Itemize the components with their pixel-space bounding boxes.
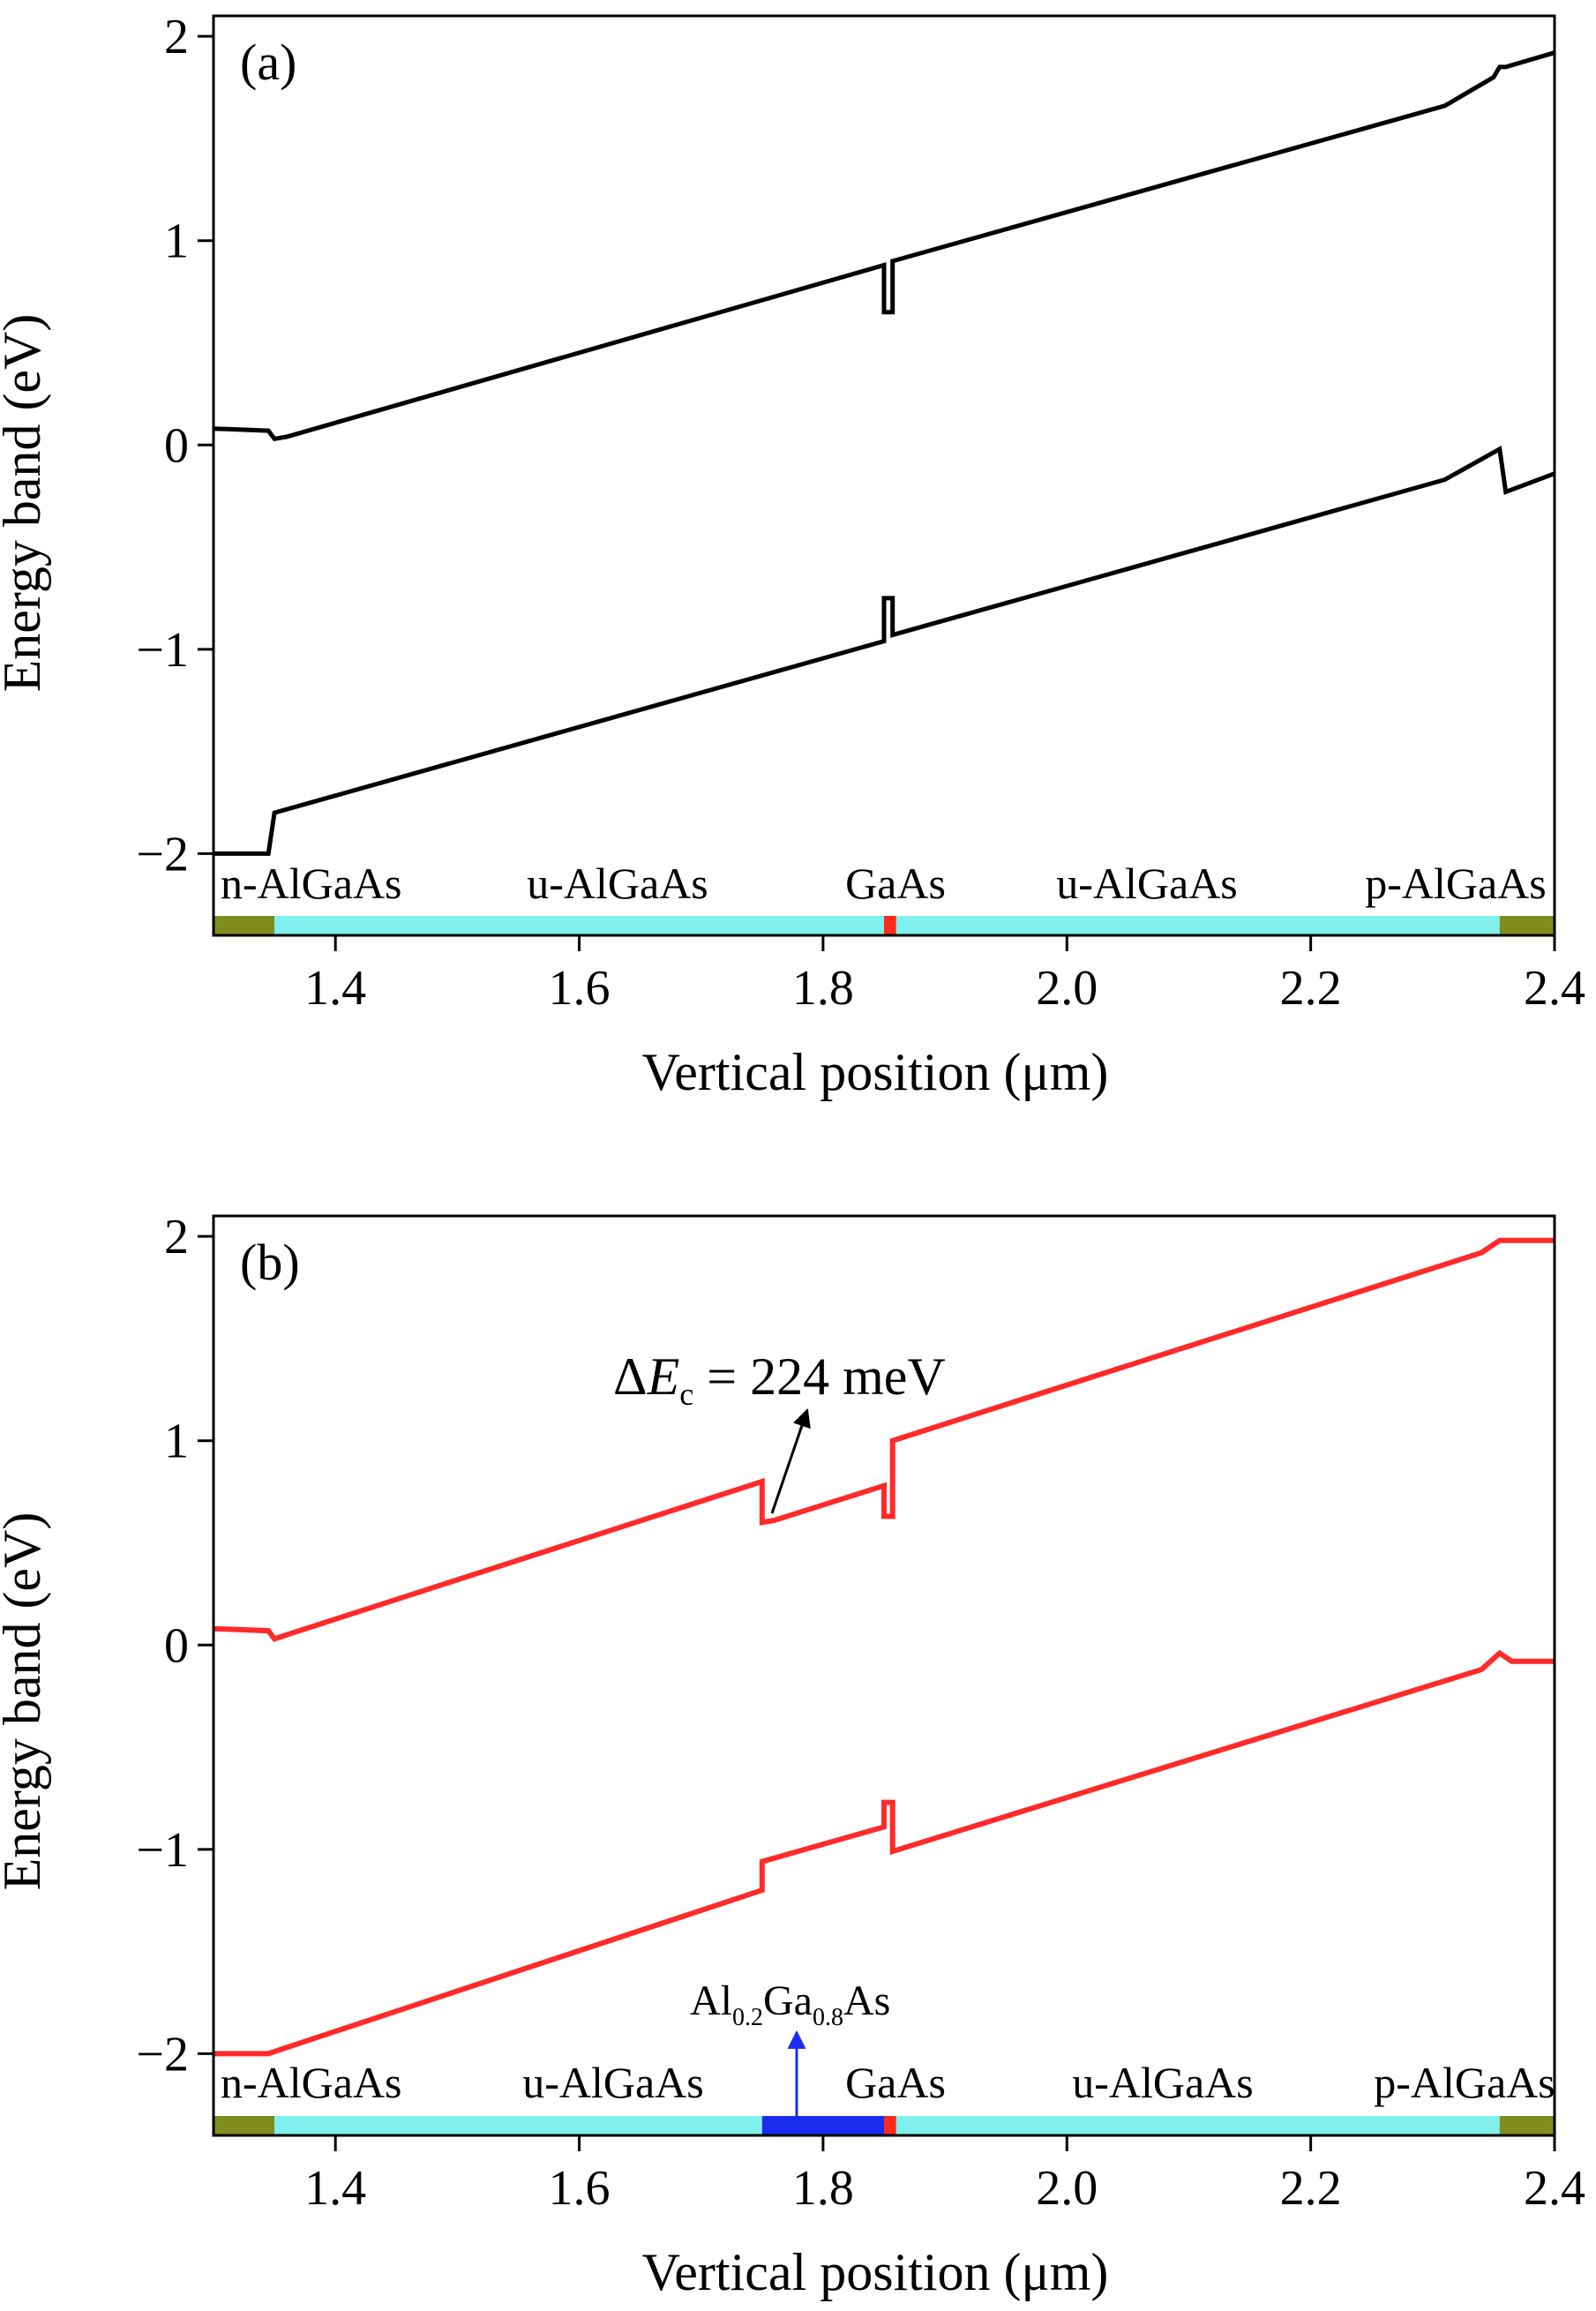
conduction-band-line bbox=[213, 1237, 1555, 1642]
layer-bar-1 bbox=[274, 2116, 762, 2135]
y-tick-label: 1 bbox=[164, 1414, 189, 1469]
x-tick-label: 2.2 bbox=[1280, 961, 1342, 1016]
valence-band-line bbox=[214, 445, 1555, 856]
plot-frame bbox=[212, 14, 1556, 937]
panel-b: 2 1 0 −1 −2 1.4 1.6 1.8 2.0 2.2 2.4 Vertical positi… bbox=[0, 1210, 1585, 2301]
x-tick-label: 1.8 bbox=[792, 961, 854, 1016]
layer-bar-0 bbox=[214, 2116, 275, 2135]
x-axis-title: Vertical position (μm) bbox=[642, 1043, 1109, 1101]
ga-subscript: 0.8 bbox=[813, 2004, 843, 2031]
layer-label: u-AlGaAs bbox=[1056, 859, 1238, 908]
energy-subscript: c bbox=[679, 1377, 693, 1412]
x-tick-label: 1.4 bbox=[304, 961, 366, 1016]
y-tick-label: −2 bbox=[136, 827, 189, 882]
panel-label: (a) bbox=[240, 34, 296, 91]
y-axis-title: Energy band (eV) bbox=[0, 1512, 51, 1891]
y-tick-label: −1 bbox=[136, 1823, 189, 1878]
y-tick-label: 1 bbox=[164, 214, 189, 269]
x-tick-label: 2.0 bbox=[1036, 961, 1098, 1016]
layer-bar-2 bbox=[884, 916, 896, 935]
layer-label: n-AlGaAs bbox=[221, 859, 402, 908]
layer-bar-3 bbox=[884, 2116, 896, 2135]
energy-symbol: E bbox=[647, 1347, 680, 1406]
layer-label: n-AlGaAs bbox=[221, 2058, 402, 2107]
conduction-band-line bbox=[213, 50, 1555, 442]
y-tick-label: 0 bbox=[164, 418, 189, 473]
layer-bar-5 bbox=[1499, 2116, 1555, 2135]
layer-label: p-AlGaAs bbox=[1365, 859, 1547, 908]
layer-label: u-AlGaAs bbox=[1072, 2058, 1254, 2107]
x-tick-label: 2.4 bbox=[1524, 2161, 1585, 2216]
algaas-annotation: Al0.2Ga0.8As bbox=[690, 1977, 890, 2031]
valence-band-line bbox=[214, 1649, 1555, 2057]
al-symbol: Al bbox=[690, 1977, 732, 2024]
plot-frame bbox=[212, 1214, 1556, 2137]
al-subscript: 0.2 bbox=[732, 2004, 763, 2031]
layer-label: u-AlGaAs bbox=[522, 2058, 704, 2107]
delta-ec-arrow bbox=[770, 1408, 811, 1514]
x-axis-title: Vertical position (μm) bbox=[642, 2243, 1109, 2301]
delta-symbol: Δ bbox=[613, 1347, 648, 1406]
layer-bar-3 bbox=[895, 916, 1500, 935]
layer-label: GaAs bbox=[845, 859, 946, 908]
y-tick-label: 2 bbox=[164, 1210, 189, 1264]
panel-a: 2 1 0 −1 −2 1.4 1.6 1.8 2.0 2.2 2.4 Vertical positi… bbox=[0, 10, 1585, 1101]
y-tick-label: −1 bbox=[136, 623, 189, 678]
x-tick-label: 1.6 bbox=[549, 2161, 611, 2216]
layer-bar-0 bbox=[214, 916, 275, 935]
layer-label: GaAs bbox=[845, 2058, 946, 2107]
as-symbol: As bbox=[843, 1977, 890, 2024]
y-axis-title: Energy band (eV) bbox=[0, 314, 51, 693]
y-tick-label: −2 bbox=[136, 2027, 189, 2082]
delta-ec-value: = 224 meV bbox=[693, 1347, 945, 1406]
layer-label: p-AlGaAs bbox=[1374, 2058, 1555, 2107]
layer-bar-2 bbox=[761, 2116, 884, 2135]
layer-bar-4 bbox=[1499, 916, 1555, 935]
x-tick-label: 2.4 bbox=[1524, 961, 1585, 1016]
x-tick-label: 1.6 bbox=[549, 961, 611, 1016]
ga-symbol: Ga bbox=[763, 1977, 813, 2024]
delta-ec-annotation: ΔEc = 224 meV bbox=[613, 1347, 946, 1412]
layer-bar-4 bbox=[895, 2116, 1500, 2135]
panel-label: (b) bbox=[240, 1234, 300, 1291]
y-tick-label: 0 bbox=[164, 1618, 189, 1673]
x-tick-label: 1.8 bbox=[792, 2161, 854, 2216]
x-tick-label: 2.2 bbox=[1280, 2161, 1342, 2216]
y-tick-label: 2 bbox=[164, 10, 189, 64]
layer-label: u-AlGaAs bbox=[527, 859, 708, 908]
x-tick-label: 1.4 bbox=[304, 2161, 366, 2216]
layer-bar-1 bbox=[274, 916, 884, 935]
x-tick-label: 2.0 bbox=[1036, 2161, 1098, 2216]
